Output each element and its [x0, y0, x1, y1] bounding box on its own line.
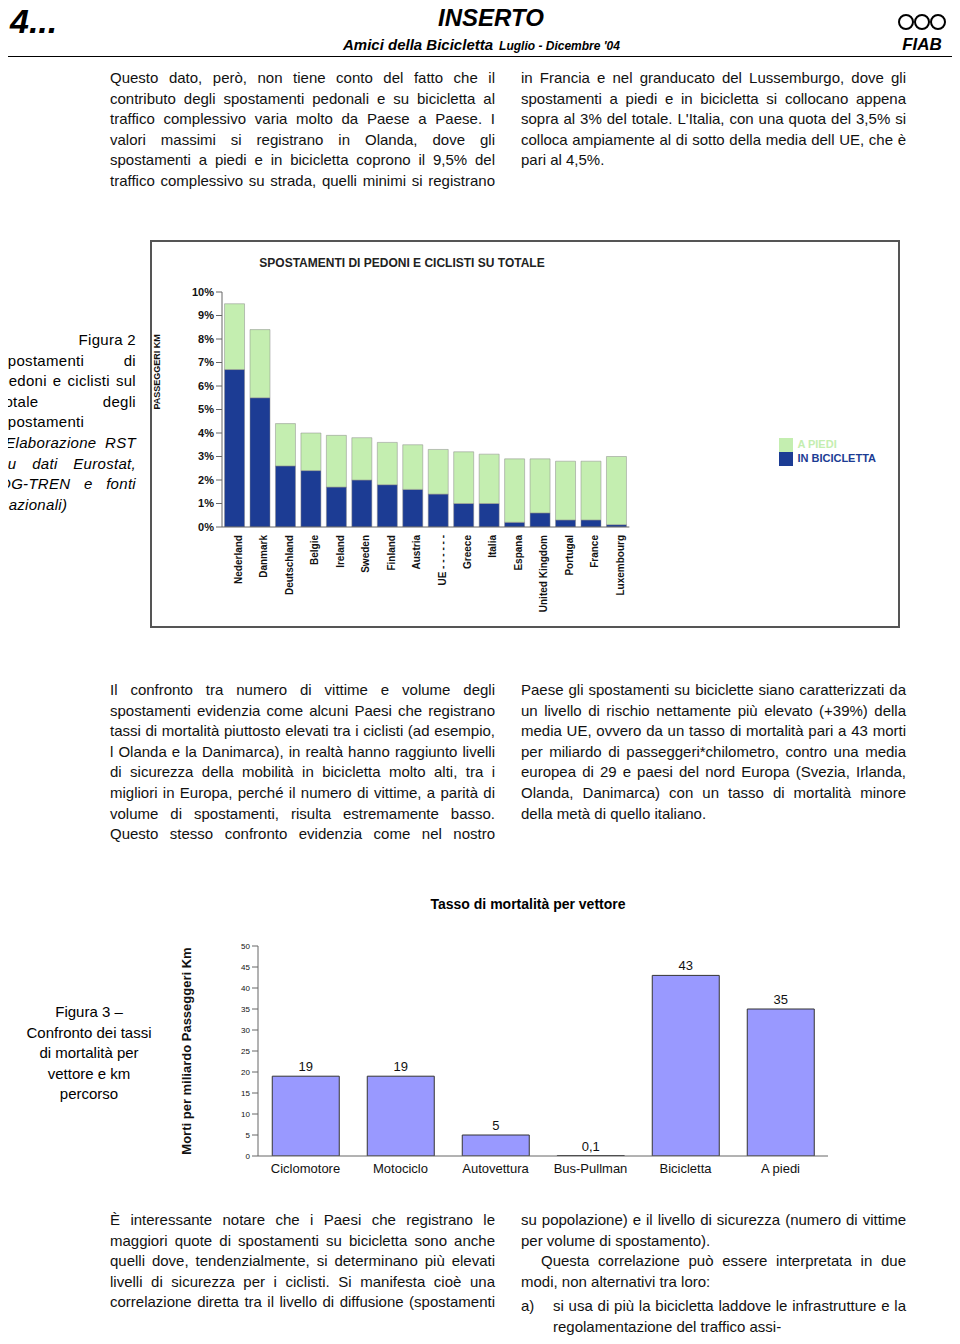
svg-text:5: 5	[246, 1131, 251, 1140]
html-text:IN BICICLETTA: IN BICICLETTA	[797, 452, 876, 464]
svg-text:UE - - - - - -: UE - - - - - -	[437, 535, 448, 586]
svg-text:France: France	[589, 535, 600, 568]
html-text:a): a)	[521, 1297, 535, 1315]
svg-text:45: 45	[241, 963, 250, 972]
svg-text:Austria: Austria	[411, 535, 422, 570]
html-text:È interessante notare che i Pa: È interessante notare che i Paesi che re…	[110, 1211, 906, 1311]
svg-text:United Kingdom: United Kingdom	[538, 535, 549, 612]
html-text:Confronto dei tassi di mortali: Confronto dei tassi di mortalità per vet…	[26, 1023, 152, 1103]
svg-text:0%: 0%	[198, 521, 214, 533]
html-text:Figura 3 –: Figura 3 –	[55, 1003, 123, 1020]
svg-text:Portugal: Portugal	[564, 535, 575, 576]
svg-text:Italia: Italia	[487, 535, 498, 558]
svg-text:35: 35	[774, 992, 788, 1007]
svg-text:Motociclo: Motociclo	[373, 1161, 428, 1176]
html-text:Il confronto tra numero di vit: Il confronto tra numero di vittime e vol…	[110, 681, 906, 843]
svg-text:Greece: Greece	[462, 535, 473, 569]
svg-text:Espana: Espana	[513, 535, 524, 571]
svg-text:Bus-Pullman: Bus-Pullman	[554, 1161, 628, 1176]
svg-text:Ciclomotore: Ciclomotore	[271, 1161, 340, 1176]
html-text:si usa di più la bicicletta la: si usa di più la bicicletta laddove le i…	[553, 1297, 906, 1335]
svg-text:Sweden: Sweden	[360, 535, 371, 573]
html-text:A PIEDI: A PIEDI	[797, 437, 837, 450]
svg-text:Morti per miliardo Passeggeri: Morti per miliardo Passeggeri Km	[179, 947, 194, 1154]
svg-text:Autovettura: Autovettura	[462, 1161, 529, 1176]
svg-text:7%: 7%	[198, 356, 214, 368]
html-text:SPOSTAMENTI DI PEDONI E CICLIS: SPOSTAMENTI DI PEDONI E CICLISTI SU TOTA…	[259, 256, 545, 270]
svg-text:Nederland: Nederland	[233, 535, 244, 584]
svg-text:Ireland: Ireland	[335, 535, 346, 568]
html-text:Tasso di mortalità per vettore: Tasso di mortalità per vettore	[430, 896, 626, 912]
svg-text:19: 19	[299, 1059, 313, 1074]
svg-text:5: 5	[492, 1118, 499, 1133]
html-text:Questo dato, però, non tiene c: Questo dato, però, non tiene conto del f…	[110, 69, 906, 189]
svg-text:15: 15	[241, 1089, 250, 1098]
svg-text:0,1: 0,1	[582, 1139, 600, 1154]
svg-text:Deutschland: Deutschland	[284, 535, 295, 595]
svg-text:35: 35	[241, 1005, 250, 1014]
svg-text:9%: 9%	[198, 309, 214, 321]
svg-text:Bicicletta: Bicicletta	[659, 1161, 712, 1176]
svg-text:5%: 5%	[198, 403, 214, 415]
svg-text:8%: 8%	[198, 333, 214, 345]
svg-text:Luxembourg: Luxembourg	[615, 535, 626, 596]
svg-text:2%: 2%	[198, 474, 214, 486]
svg-text:A piedi: A piedi	[761, 1161, 800, 1176]
svg-text:30: 30	[241, 1026, 250, 1035]
svg-text:FIAB: FIAB	[902, 35, 942, 54]
svg-text:20: 20	[241, 1068, 250, 1077]
svg-text:50: 50	[241, 942, 250, 951]
svg-text:Danmark: Danmark	[258, 535, 269, 578]
svg-text:6%: 6%	[198, 380, 214, 392]
svg-text:PASSEGGERI KM: PASSEGGERI KM	[152, 334, 162, 409]
html-text:Amici della Bicicletta Luglio: Amici della Bicicletta Luglio - Dicembre…	[343, 36, 620, 53]
svg-text:25: 25	[241, 1047, 250, 1056]
svg-text:4%: 4%	[198, 427, 214, 439]
svg-text:1%: 1%	[198, 497, 214, 509]
html-text:Questa correlazione può essere: Questa correlazione può essere interpret…	[521, 1252, 906, 1290]
html-text:Figura 2: Figura 2	[78, 331, 136, 348]
svg-text:19: 19	[394, 1059, 408, 1074]
svg-text:Belgie: Belgie	[309, 535, 320, 565]
svg-text:Finland: Finland	[386, 535, 397, 571]
svg-text:3%: 3%	[198, 450, 214, 462]
svg-text:0: 0	[246, 1152, 251, 1161]
svg-text:43: 43	[679, 958, 693, 973]
svg-text:10: 10	[241, 1110, 250, 1119]
svg-text:40: 40	[241, 984, 250, 993]
svg-text:10%: 10%	[192, 286, 214, 298]
